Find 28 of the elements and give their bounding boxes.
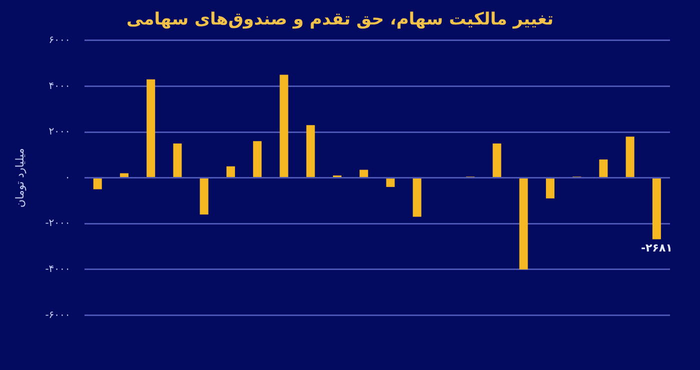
bar (492, 143, 502, 178)
bar (173, 143, 182, 178)
bar (200, 178, 208, 214)
y-tick-label: -۲۰۰۰ (45, 218, 70, 230)
bar (120, 173, 128, 178)
bar (93, 178, 102, 190)
data-label: -۲۶۸۱ (640, 242, 672, 255)
y-tick-label: -۴۰۰۰ (45, 264, 70, 275)
y-tick-label: ۰ (64, 172, 70, 184)
bar (652, 178, 661, 240)
bar (280, 74, 288, 178)
bar (253, 141, 262, 178)
bar (519, 178, 528, 270)
y-tick-label: ۴۰۰۰ (48, 80, 70, 92)
y-axis-title: میلیارد تومان (13, 148, 26, 208)
bar (360, 170, 368, 178)
bar (226, 166, 235, 178)
y-tick-label: ۶۰۰۰ (48, 34, 70, 46)
bar (386, 178, 395, 187)
bar (626, 136, 634, 178)
y-tick-label: -۶۰۰۰ (45, 310, 70, 321)
bar (546, 178, 554, 198)
chart-title: تغییر مالکیت سهام، حق تقدم و صندوق‌های سهامی (126, 10, 554, 30)
bar (146, 79, 156, 178)
bar (599, 159, 608, 178)
y-tick-label: ۲۰۰۰ (48, 126, 70, 138)
bar (306, 125, 315, 178)
bar (412, 178, 422, 217)
